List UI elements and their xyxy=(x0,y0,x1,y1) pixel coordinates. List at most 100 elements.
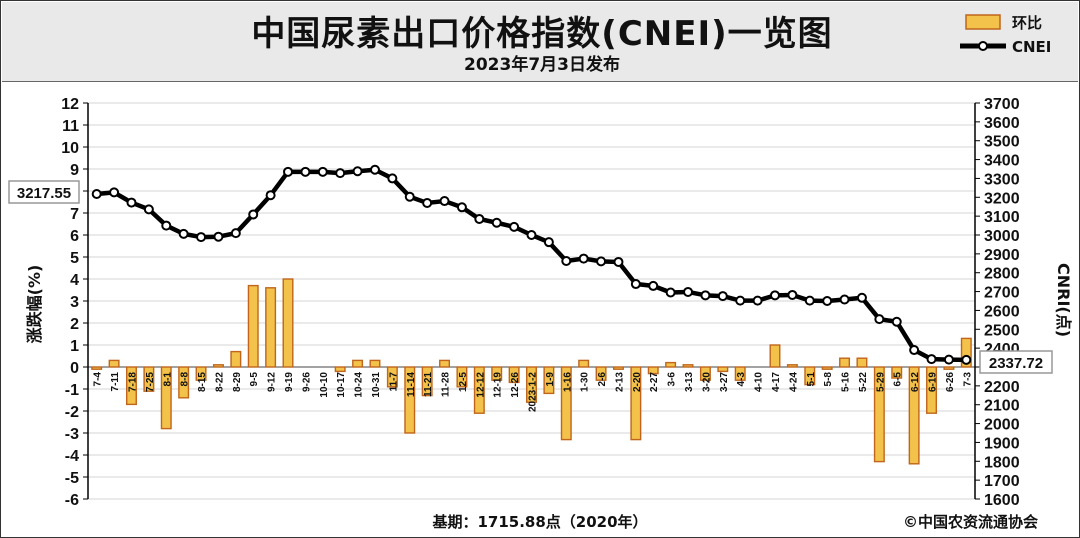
left-tick-label: 9 xyxy=(70,162,79,179)
bar xyxy=(195,366,207,381)
x-tick-label: 10-24 xyxy=(354,372,365,398)
cnei-point xyxy=(474,213,485,224)
cnei-point xyxy=(630,279,641,290)
legend-line-marker xyxy=(978,41,988,51)
cnei-point xyxy=(335,168,346,179)
right-tick-label: 2700 xyxy=(984,285,1020,302)
x-tick-label: 6-5 xyxy=(893,372,904,387)
left-tick-label: 0 xyxy=(70,360,79,377)
cnei-point xyxy=(769,290,780,301)
cnei-point xyxy=(248,209,259,220)
cnei-point xyxy=(456,202,467,213)
x-tick-label: 4-17 xyxy=(771,372,782,392)
cnei-point xyxy=(961,354,972,365)
cnei-point xyxy=(543,237,554,248)
x-tick-label: 3-13 xyxy=(684,372,695,392)
left-tick-label: 3 xyxy=(70,294,79,311)
cnei-point xyxy=(839,294,850,305)
x-tick-label: 6-12 xyxy=(910,372,921,392)
left-tick-label: -1 xyxy=(65,382,79,399)
x-tick-label: 12-5 xyxy=(458,372,469,392)
left-tick-label: 2 xyxy=(70,316,79,333)
cnei-point xyxy=(265,190,276,201)
bar xyxy=(282,278,294,368)
x-tick-label: 9-5 xyxy=(249,372,260,387)
right-tick-label: 2100 xyxy=(984,398,1020,415)
bar xyxy=(578,359,590,368)
right-tick-label: 3000 xyxy=(984,228,1020,245)
bar xyxy=(682,364,694,368)
right-tick-label: 2500 xyxy=(984,322,1020,339)
cnei-point xyxy=(926,354,937,365)
bar xyxy=(160,366,172,430)
x-tick-label: 4-3 xyxy=(736,372,747,387)
x-tick-label: 12-12 xyxy=(475,372,486,398)
right-tick-label: 1900 xyxy=(984,435,1020,452)
x-tick-label: 1-16 xyxy=(562,372,573,392)
bar xyxy=(960,337,972,368)
x-tick-label: 5-8 xyxy=(823,372,834,387)
cnei-point xyxy=(526,230,537,240)
cnei-point xyxy=(283,166,294,177)
cnei-point xyxy=(422,197,433,208)
right-tick-label: 2600 xyxy=(984,303,1020,320)
x-tick-label: 8-29 xyxy=(232,372,243,392)
cnei-point xyxy=(648,280,659,291)
legend: 环比 CNEI xyxy=(960,14,1051,56)
legend-line-label: CNEI xyxy=(1012,38,1051,56)
cnei-point xyxy=(804,295,815,306)
x-tick-label: 1-9 xyxy=(545,372,556,387)
plot-area: 1211109876543210-1-2-3-4-5-6370036003500… xyxy=(61,96,1019,509)
chart-title: 中国尿素出口价格指数(CNEI)一览图 xyxy=(251,14,833,54)
bar xyxy=(456,366,468,388)
left-axis-title: 涨跌幅(%) xyxy=(25,265,44,344)
right-tick-label: 3200 xyxy=(984,190,1020,207)
cnei-point xyxy=(683,286,694,297)
bar xyxy=(404,366,416,434)
base-period-note: 基期：1715.88点（2020年） xyxy=(431,513,647,531)
right-tick-label: 2900 xyxy=(984,247,1020,264)
cnei-point xyxy=(161,220,172,231)
x-tick-label: 11-21 xyxy=(423,372,434,397)
x-tick-label: 7-4 xyxy=(93,372,104,387)
x-tick-label: 4-10 xyxy=(754,372,765,392)
x-tick-label: 2-20 xyxy=(632,372,643,392)
left-tick-label: 10 xyxy=(61,140,79,157)
end-value-label: 2337.72 xyxy=(989,355,1043,372)
start-value-label: 3217.55 xyxy=(17,185,71,202)
x-tick-label: 11-14 xyxy=(406,372,417,397)
right-tick-label: 2800 xyxy=(984,266,1020,283)
x-tick-label: 2-27 xyxy=(649,372,660,392)
right-axis-title: CNRI(点) xyxy=(1054,263,1073,337)
x-tick-label: 11-28 xyxy=(441,372,452,397)
bar xyxy=(856,357,868,368)
legend-bar-swatch xyxy=(965,14,1001,30)
x-tick-label: 10-31 xyxy=(371,372,382,398)
bar xyxy=(630,366,642,441)
cnei-point xyxy=(213,231,224,242)
right-tick-label: 2000 xyxy=(984,417,1020,434)
bar xyxy=(612,366,624,370)
x-tick-label: 6-19 xyxy=(928,372,939,392)
end-value-callout: 2337.72 xyxy=(979,350,1053,374)
cnei-point xyxy=(491,217,502,228)
bar xyxy=(334,366,346,373)
bar xyxy=(595,366,607,381)
x-tick-label: 9-12 xyxy=(267,372,278,392)
cnei-point xyxy=(561,256,572,267)
right-tick-label: 3500 xyxy=(984,134,1020,151)
right-tick-label: 1600 xyxy=(984,492,1020,509)
bar xyxy=(178,366,190,399)
cnei-point xyxy=(909,345,920,356)
bar xyxy=(839,357,851,368)
left-tick-label: -5 xyxy=(65,470,79,487)
cnei-point xyxy=(735,295,746,306)
cnei-point xyxy=(822,296,833,306)
legend-bar-label: 环比 xyxy=(1012,14,1042,32)
bar xyxy=(352,359,364,368)
cnei-point xyxy=(578,253,589,264)
cnei-point xyxy=(196,232,207,243)
x-tick-label: 6-26 xyxy=(945,372,956,392)
cnei-point xyxy=(178,228,189,239)
start-value-callout: 3217.55 xyxy=(8,180,80,204)
